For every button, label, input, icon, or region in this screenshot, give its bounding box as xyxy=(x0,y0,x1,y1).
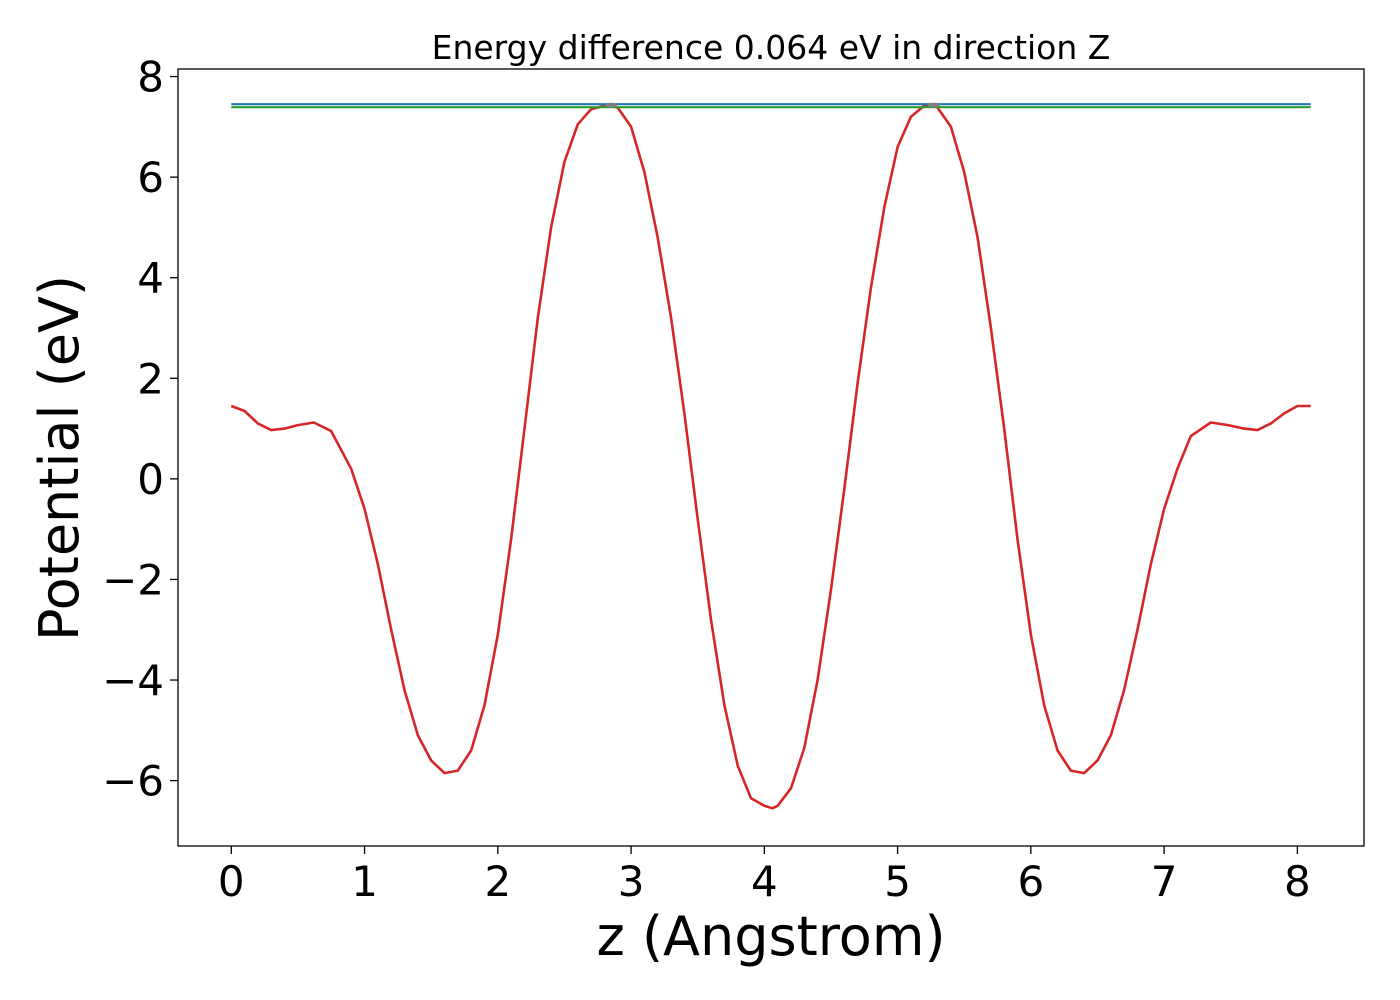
x-tick-label: 3 xyxy=(618,857,645,906)
peak-marker xyxy=(927,102,940,108)
x-axis: 0 1 2 3 4 5 6 7 8 xyxy=(218,846,1311,906)
y-tick-label: −6 xyxy=(102,757,164,806)
y-tick-label: 2 xyxy=(137,354,164,403)
y-tick-label: 6 xyxy=(137,153,164,202)
chart-title: Energy difference 0.064 eV in direction … xyxy=(432,28,1111,67)
y-axis: −6 −4 −2 0 2 4 6 8 xyxy=(102,53,178,806)
x-tick-label: 0 xyxy=(218,857,245,906)
x-tick-label: 7 xyxy=(1151,857,1178,906)
x-tick-label: 2 xyxy=(484,857,511,906)
x-tick-label: 1 xyxy=(351,857,378,906)
peak-marker xyxy=(605,102,618,108)
y-tick-label: 8 xyxy=(137,53,164,102)
x-tick-label: 4 xyxy=(751,857,778,906)
x-tick-label: 6 xyxy=(1017,857,1044,906)
y-tick-label: −4 xyxy=(102,656,164,705)
y-tick-label: 4 xyxy=(137,254,164,303)
y-tick-label: −2 xyxy=(102,555,164,604)
x-tick-label: 8 xyxy=(1284,857,1311,906)
plot-area-frame xyxy=(177,68,1365,847)
y-tick-label: 0 xyxy=(137,455,164,504)
x-tick-label: 5 xyxy=(884,857,911,906)
x-axis-label: z (Angstrom) xyxy=(596,905,945,968)
y-axis-label: Potential (eV) xyxy=(28,275,91,641)
series-line-0 xyxy=(230,104,1311,810)
